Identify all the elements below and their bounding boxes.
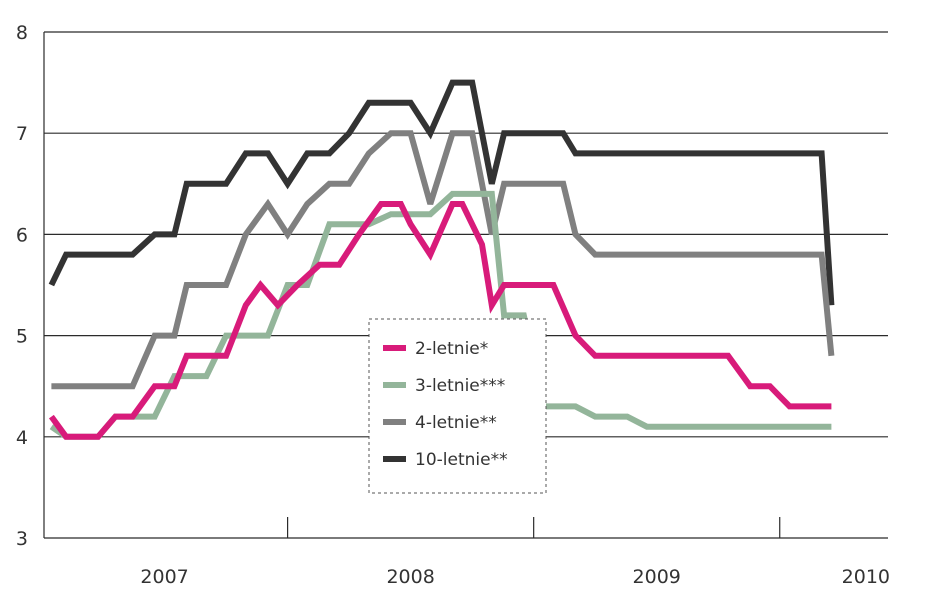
- x-tick-label: 2009: [633, 566, 681, 588]
- plot-frame: [43, 31, 888, 539]
- series-line-2-letnie: [48, 201, 832, 440]
- legend-label: 3-letnie***: [415, 376, 505, 396]
- y-tick-label: 5: [16, 326, 28, 348]
- legend-box: [368, 318, 547, 494]
- legend-label: 2-letnie*: [415, 339, 488, 359]
- x-tick-label: 2007: [140, 566, 188, 588]
- y-tick-label: 3: [16, 528, 28, 550]
- y-tick-label: 6: [16, 224, 28, 246]
- legend-label: 4-letnie**: [415, 413, 497, 433]
- y-tick-label: 8: [16, 22, 28, 44]
- y-tick-label: 7: [16, 123, 28, 145]
- y-axis: 3 4 5 6 7 8: [16, 22, 28, 550]
- legend-label: 10-letnie**: [415, 450, 508, 470]
- legend: 2-letnie* 3-letnie*** 4-letnie** 10-letnie*…: [368, 318, 547, 494]
- series-lines: [48, 79, 835, 440]
- series-line-10-letnie: [48, 79, 835, 306]
- x-tick-label: 2010: [842, 566, 890, 588]
- x-tick-label: 2008: [386, 566, 434, 588]
- x-axis: 2007 2008 2009 2010: [140, 517, 890, 588]
- series-line-4-letnie: [51, 130, 835, 390]
- series-line-3-letnie: [49, 190, 832, 440]
- y-tick-label: 4: [16, 427, 28, 449]
